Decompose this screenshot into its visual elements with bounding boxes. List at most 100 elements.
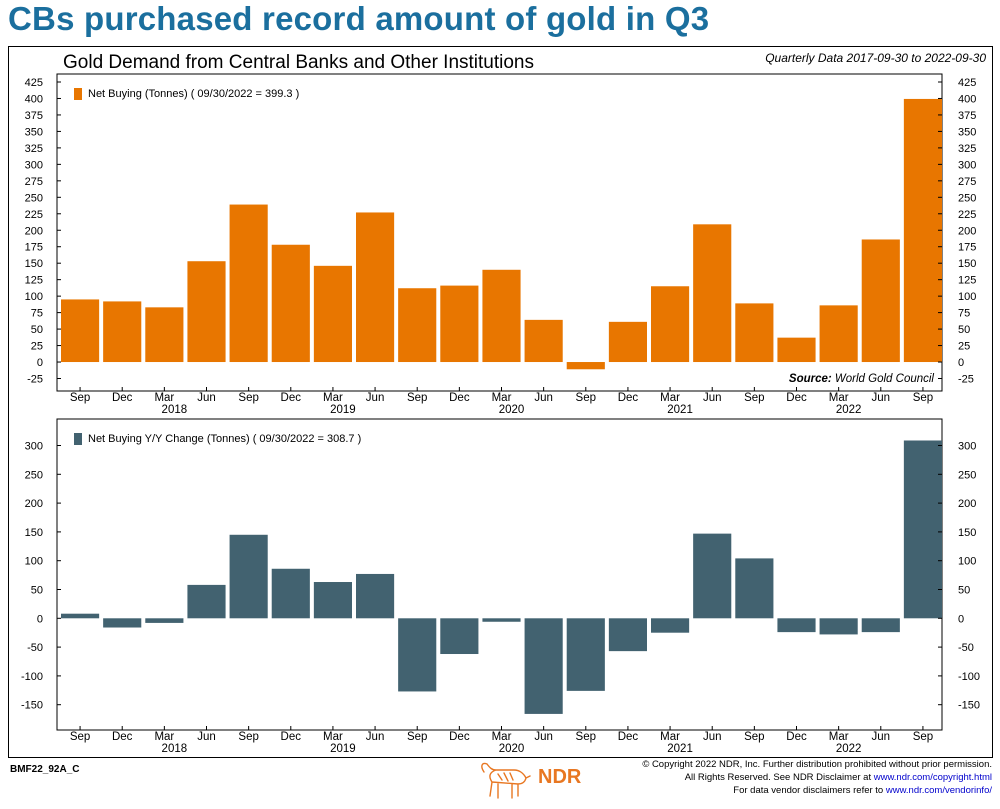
bottom-ytick-label-right: 100 — [958, 556, 976, 568]
top-ytick-label-left: 50 — [31, 324, 43, 336]
bottom-bar — [861, 618, 900, 633]
top-ytick-label-left: -25 — [27, 374, 43, 386]
top-xtick-label: Mar — [154, 392, 174, 404]
top-bar — [777, 337, 816, 363]
top-ytick-label-left: 375 — [25, 110, 43, 122]
top-xtick-label: Sep — [407, 392, 427, 404]
top-ytick-label-right: 400 — [958, 93, 976, 105]
top-ytick-label-right: 150 — [958, 258, 976, 270]
bottom-xtick-label: Jun — [872, 731, 891, 743]
ndr-bull-logo-icon — [481, 762, 531, 799]
copyright-line-3-text: For data vendor disclaimers refer to — [733, 785, 886, 796]
top-bar — [651, 286, 690, 363]
bottom-xtick-label: Mar — [323, 731, 343, 743]
top-xtick-label: Sep — [913, 392, 933, 404]
copyright-line-2-text: All Rights Reserved. See NDR Disclaimer … — [684, 772, 874, 783]
top-bar — [861, 239, 900, 363]
bottom-bar — [777, 618, 816, 633]
bottom-legend-label: Net Buying Y/Y Change (Tonnes) ( 09/30/2… — [88, 433, 361, 445]
bottom-bar — [271, 568, 310, 619]
bottom-ytick-label-left: 300 — [25, 441, 43, 453]
copyright-link[interactable]: www.ndr.com/copyright.html — [873, 772, 992, 783]
bottom-xtick-label: Sep — [913, 731, 933, 743]
bottom-bar — [103, 618, 142, 628]
bottom-bar — [482, 618, 521, 622]
bottom-xtick-label: Dec — [618, 731, 639, 743]
top-bar — [735, 303, 774, 363]
top-xtick-label: Dec — [281, 392, 302, 404]
top-ytick-label-right: 250 — [958, 192, 976, 204]
top-xtick-label: Sep — [744, 392, 764, 404]
top-ytick-label-right: 375 — [958, 110, 976, 122]
top-ytick-label-left: 75 — [31, 308, 43, 320]
bottom-ytick-label-right: -50 — [958, 642, 974, 654]
top-xtick-label: Jun — [366, 392, 385, 404]
top-xtick-label: Sep — [576, 392, 596, 404]
top-ytick-label-left: 125 — [25, 275, 43, 287]
bottom-bar — [440, 618, 479, 655]
top-ytick-label-right: 225 — [958, 209, 976, 221]
bottom-year-label: 2021 — [667, 743, 693, 755]
top-bar — [61, 299, 100, 363]
bottom-xtick-label: Mar — [154, 731, 174, 743]
bottom-ytick-label-left: 0 — [37, 613, 43, 625]
top-xtick-label: Jun — [703, 392, 722, 404]
vendor-info-link[interactable]: www.ndr.com/vendorinfo/ — [885, 785, 992, 796]
top-ytick-label-left: 225 — [25, 209, 43, 221]
top-ytick-label-left: 0 — [37, 357, 43, 369]
top-ytick-label-left: 100 — [25, 291, 43, 303]
top-xtick-label: Dec — [618, 392, 639, 404]
top-ytick-label-left: 350 — [25, 126, 43, 138]
bottom-ytick-label-right: -150 — [958, 700, 980, 712]
top-xtick-label: Mar — [492, 392, 512, 404]
bottom-bar — [61, 613, 100, 619]
bottom-ytick-label-right: 250 — [958, 469, 976, 481]
top-ytick-label-left: 425 — [25, 77, 43, 89]
top-ytick-label-left: 175 — [25, 242, 43, 254]
top-ytick-label-left: 150 — [25, 258, 43, 270]
top-ytick-label-right: 350 — [958, 126, 976, 138]
top-ytick-label-right: 0 — [958, 357, 964, 369]
bottom-bar — [187, 584, 226, 619]
top-ytick-label-right: 100 — [958, 291, 976, 303]
bottom-bar — [819, 618, 858, 635]
top-ytick-label-left: 400 — [25, 93, 43, 105]
top-year-label: 2019 — [330, 404, 356, 416]
bottom-ytick-label-right: 300 — [958, 441, 976, 453]
top-bar — [566, 362, 605, 370]
bottom-xtick-label: Sep — [70, 731, 90, 743]
top-ytick-label-left: 275 — [25, 176, 43, 188]
bottom-bar — [693, 533, 732, 619]
top-legend-swatch — [74, 88, 82, 100]
bottom-ytick-label-left: -50 — [27, 642, 43, 654]
top-ytick-label-right: 300 — [958, 159, 976, 171]
date-range: Quarterly Data 2017-09-30 to 2022-09-30 — [765, 51, 986, 65]
footer-chart-id: BMF22_92A_C — [10, 764, 80, 775]
bottom-xtick-label: Jun — [197, 731, 216, 743]
bottom-xtick-label: Mar — [829, 731, 849, 743]
bottom-ytick-label-left: 250 — [25, 469, 43, 481]
bottom-bar — [524, 618, 563, 714]
top-xtick-label: Dec — [786, 392, 807, 404]
bottom-xtick-label: Mar — [492, 731, 512, 743]
bottom-year-label: 2019 — [330, 743, 356, 755]
bottom-ytick-label-left: 50 — [31, 585, 43, 597]
bottom-bar — [651, 618, 690, 633]
top-xtick-label: Mar — [323, 392, 343, 404]
top-ytick-label-right: 175 — [958, 242, 976, 254]
top-xtick-label: Sep — [238, 392, 258, 404]
top-ytick-label-left: 325 — [25, 143, 43, 155]
top-ytick-label-left: 200 — [25, 225, 43, 237]
top-ytick-label-left: 300 — [25, 159, 43, 171]
bottom-ytick-label-left: 100 — [25, 556, 43, 568]
top-ytick-label-left: 250 — [25, 192, 43, 204]
copyright-line-3: For data vendor disclaimers refer to www… — [642, 784, 992, 797]
top-bar — [187, 261, 226, 363]
ndr-logo-text: NDR — [538, 766, 582, 788]
top-xtick-label: Dec — [112, 392, 133, 404]
bottom-bar — [313, 582, 352, 619]
top-legend-label: Net Buying (Tonnes) ( 09/30/2022 = 399.3… — [88, 88, 299, 100]
source-label: Source: — [789, 373, 835, 385]
top-bar — [313, 265, 352, 363]
bottom-xtick-label: Jun — [703, 731, 722, 743]
